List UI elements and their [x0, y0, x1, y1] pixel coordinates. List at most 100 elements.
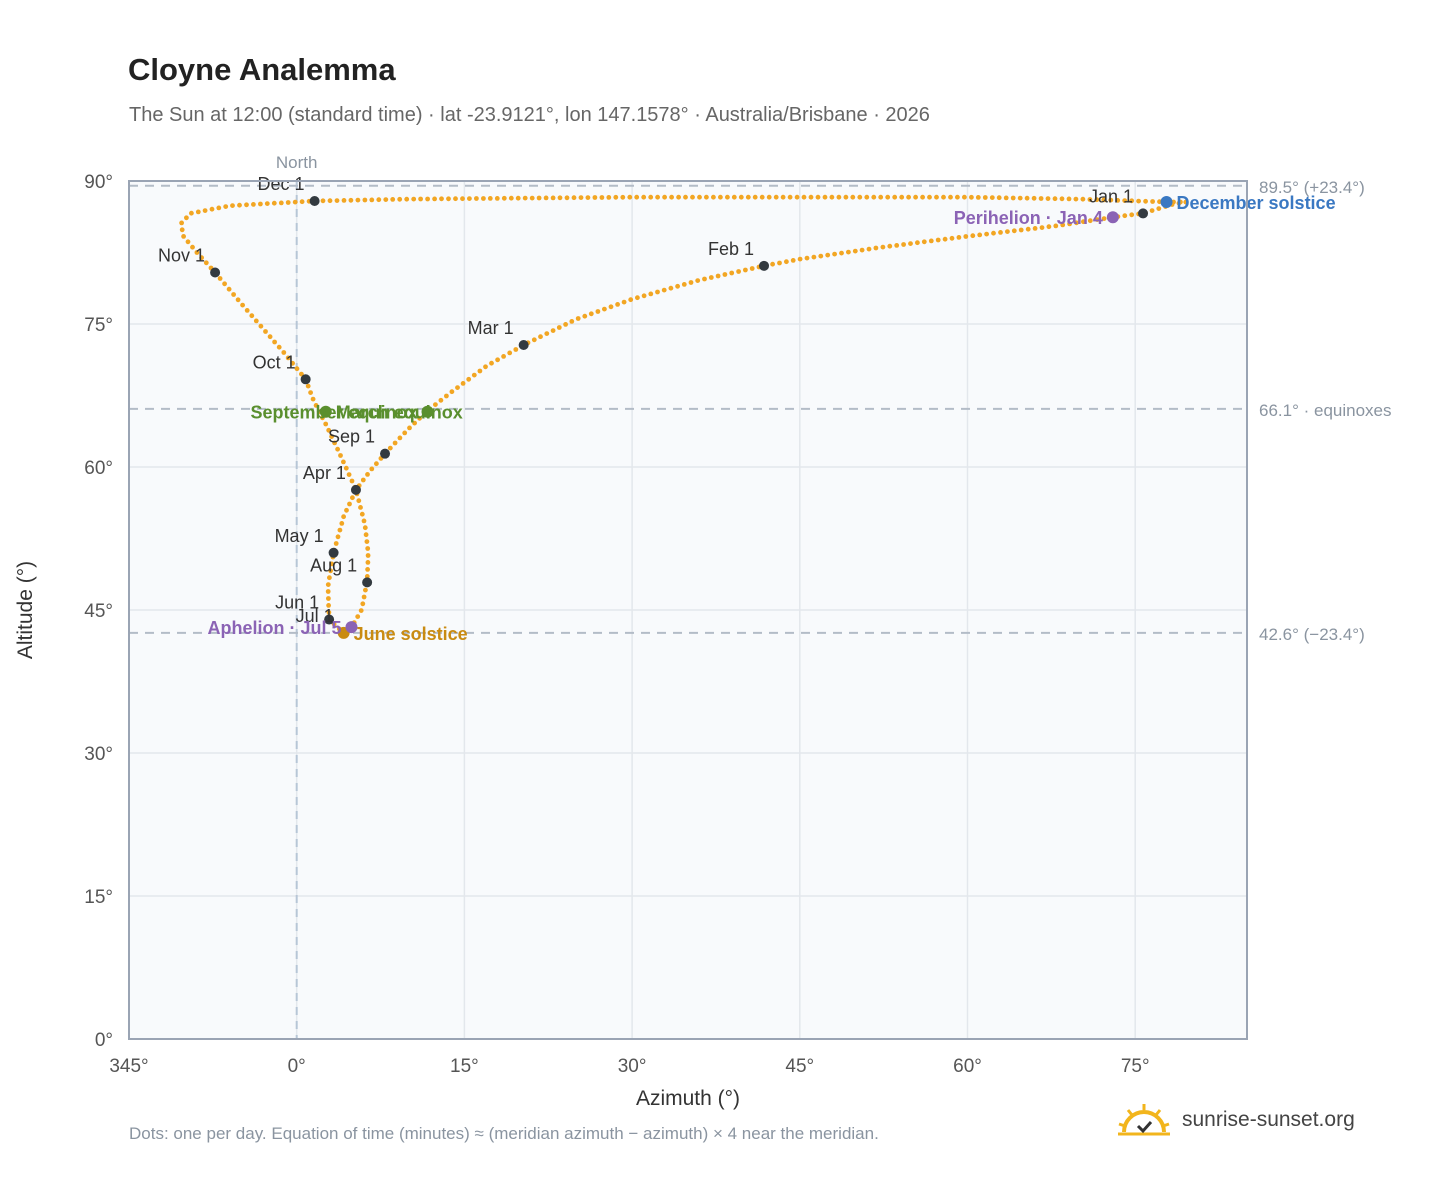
day-dot — [669, 194, 674, 200]
day-dot — [320, 198, 326, 204]
day-dot — [1003, 195, 1009, 201]
day-dot — [1143, 198, 1148, 204]
footer-note: Dots: one per day. Equation of time (min… — [129, 1124, 879, 1143]
day-dot — [299, 371, 304, 377]
day-dot — [777, 260, 782, 266]
day-dot — [507, 350, 513, 356]
day-dot — [857, 194, 863, 200]
day-dot — [237, 202, 242, 208]
day-dot — [1046, 224, 1052, 230]
day-dot — [790, 258, 796, 263]
day-dot — [843, 194, 849, 200]
day-dot — [846, 249, 851, 255]
day-dot — [217, 276, 223, 281]
day-dot — [752, 194, 758, 200]
day-dot — [363, 587, 368, 593]
day-dot — [358, 608, 364, 613]
month-label: Dec 1 — [258, 174, 305, 194]
day-dot — [338, 453, 343, 458]
x-tick-label: 75° — [1121, 1056, 1150, 1077]
month-marker — [328, 547, 339, 558]
day-dot — [949, 235, 955, 241]
day-dot — [571, 195, 577, 201]
day-dot — [913, 194, 918, 200]
day-dot — [202, 208, 208, 214]
x-tick-label: 15° — [450, 1056, 479, 1077]
day-dot — [439, 196, 444, 202]
day-dot — [189, 210, 194, 216]
day-dot — [347, 501, 352, 507]
day-dot — [365, 546, 371, 551]
day-dot — [1031, 195, 1037, 201]
day-dot — [326, 603, 331, 608]
day-dot — [313, 403, 319, 408]
day-dot — [1122, 213, 1128, 219]
day-dot — [871, 194, 877, 200]
day-dot — [984, 231, 989, 237]
day-dot — [766, 194, 772, 200]
day-dot — [729, 270, 735, 276]
x-tick-label: 30° — [618, 1056, 647, 1077]
day-dot — [582, 313, 588, 319]
day-dot — [801, 194, 807, 200]
month-label: Mar 1 — [468, 318, 514, 338]
day-dot — [784, 259, 789, 265]
day-dot — [501, 354, 506, 359]
y-tick-label: 75° — [84, 315, 113, 336]
day-dot — [725, 194, 730, 200]
event-marker — [1106, 211, 1119, 224]
day-dot — [621, 299, 627, 305]
day-dot — [179, 227, 185, 233]
day-dot — [310, 396, 316, 402]
day-dot — [360, 477, 366, 483]
day-dot — [544, 331, 550, 336]
day-dot — [258, 323, 264, 329]
day-dot — [362, 197, 368, 203]
month-label: Oct 1 — [253, 352, 296, 372]
day-dot — [773, 194, 779, 200]
day-dot — [736, 269, 741, 274]
day-dot — [780, 194, 786, 200]
day-dot — [613, 194, 619, 200]
day-dot — [365, 472, 370, 477]
day-dot — [787, 194, 793, 200]
day-dot — [683, 194, 688, 200]
day-dot — [361, 594, 367, 600]
day-dot — [1059, 196, 1065, 202]
day-dot — [466, 376, 472, 382]
day-dot — [1032, 226, 1038, 231]
day-dot — [899, 194, 905, 200]
day-dot — [662, 194, 667, 200]
day-dot — [285, 355, 291, 361]
brand[interactable]: sunrise-sunset.org — [1118, 1102, 1355, 1138]
day-dot — [299, 199, 305, 205]
day-dot — [934, 194, 939, 200]
day-dot — [344, 507, 349, 513]
day-dot — [363, 532, 369, 538]
day-dot — [290, 360, 295, 366]
day-dot — [244, 308, 250, 313]
day-dot — [404, 196, 410, 202]
day-dot — [1156, 206, 1162, 212]
day-dot — [711, 194, 716, 200]
day-dot — [226, 286, 232, 292]
day-dot — [329, 434, 334, 439]
day-dot — [1122, 198, 1128, 204]
day-dot — [1129, 198, 1135, 204]
day-dot — [627, 194, 633, 200]
day-dot — [543, 195, 549, 201]
day-dot — [1136, 198, 1141, 204]
day-dot — [738, 194, 744, 200]
day-dot — [339, 521, 345, 526]
day-dot — [355, 197, 361, 203]
day-dot — [797, 256, 803, 262]
event-marker — [421, 405, 434, 418]
day-dot — [1101, 216, 1107, 222]
day-dot — [449, 389, 455, 395]
day-dot — [818, 253, 824, 259]
day-dot — [702, 276, 707, 282]
day-dot — [331, 621, 337, 627]
day-dot — [536, 195, 542, 201]
day-dot — [641, 194, 647, 200]
day-dot — [326, 427, 332, 433]
